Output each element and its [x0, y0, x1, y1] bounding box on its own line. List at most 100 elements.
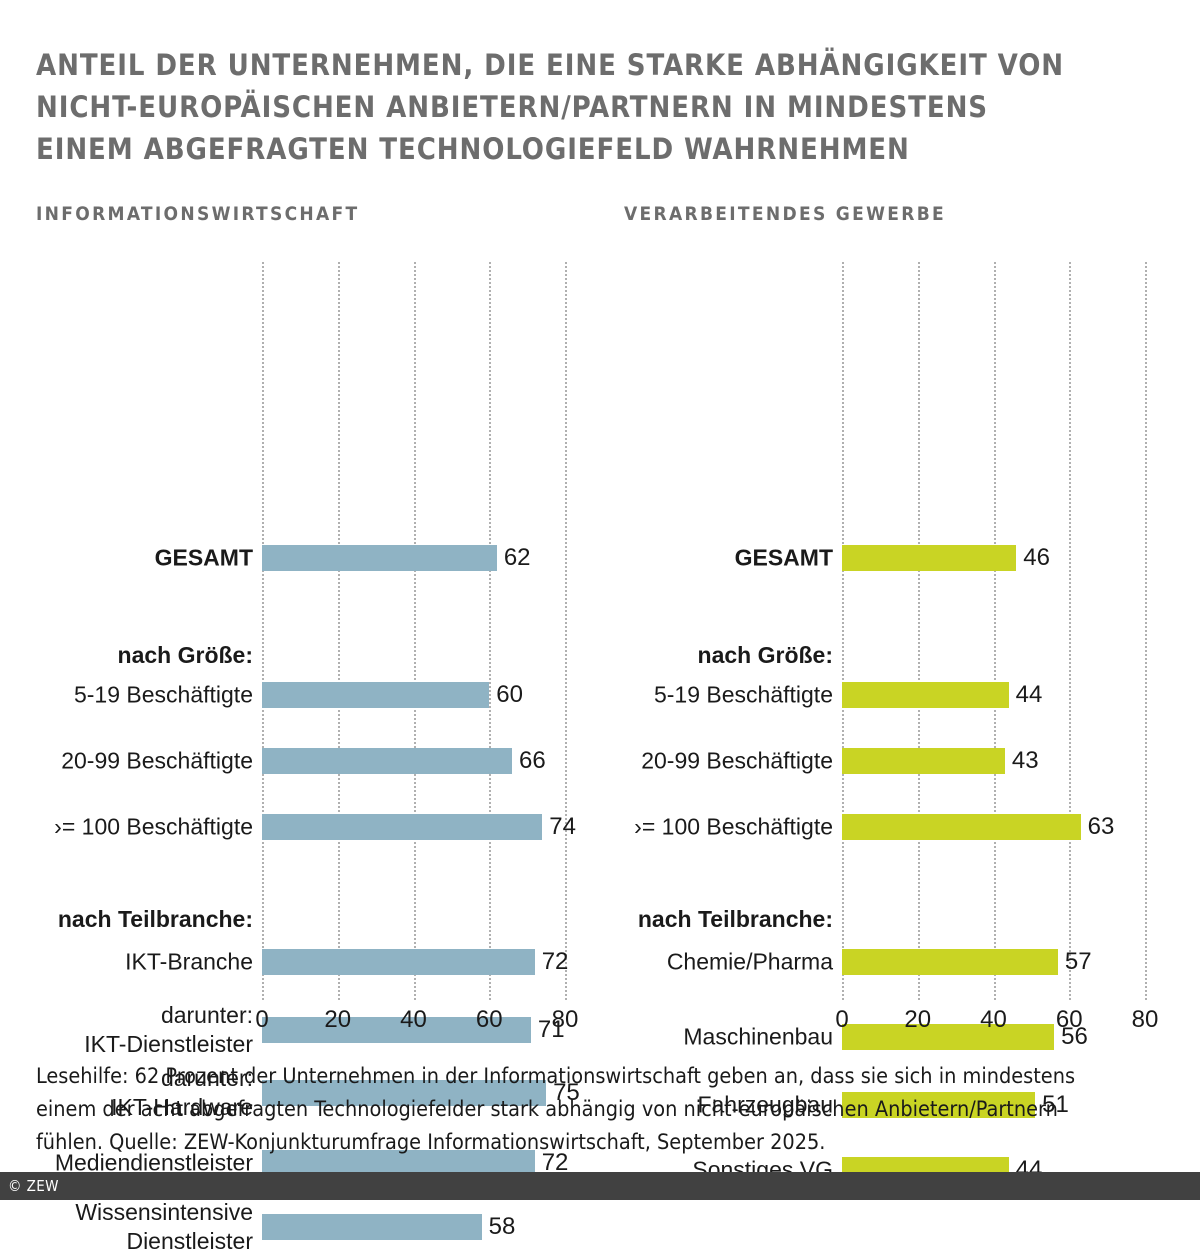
- row-label-right-0: GESAMT: [734, 544, 833, 571]
- gridline-left-40: [413, 262, 416, 1000]
- bar-value-left-9: 72: [541, 1149, 569, 1176]
- bar-value-left-4: 74: [549, 813, 576, 840]
- plot-area-right: GESAMT 46 nach Größe: 5-19 Beschäftigte 44 20…: [634, 262, 1158, 1183]
- axis-tick-right-0: 0: [835, 1006, 849, 1033]
- bar-left-4[interactable]: [262, 814, 543, 840]
- bar-left-7[interactable]: [262, 1017, 531, 1043]
- axis-tick-left-40: 40: [400, 1006, 427, 1033]
- gridline-left-20: [337, 262, 340, 1000]
- chart-row: IKT-Branche 72: [125, 948, 568, 975]
- row-label-left-0: GESAMT: [154, 544, 253, 571]
- group-heading-left-5: nach Teilbranche:: [57, 906, 253, 932]
- chart-row: darunter: IKT-Hardware 75: [111, 1065, 580, 1120]
- title-line-1: ANTEIL DER UNTERNEHMEN, DIE EINE STARKE …: [36, 48, 1065, 82]
- gridline-right-20: [917, 262, 920, 1000]
- group-heading-left-1: nach Größe:: [117, 642, 253, 668]
- bar-right-2[interactable]: [842, 682, 1009, 708]
- group-heading-right-1: nach Größe:: [697, 642, 833, 668]
- footnote: Lesehilfe: 62 Prozent der Unternehmen in…: [36, 1060, 1166, 1159]
- row-label-left-8: darunter: IKT-Hardware: [111, 1065, 253, 1120]
- chart-row: 20-99 Beschäftigte 43: [641, 747, 1145, 774]
- bar-left-10[interactable]: [262, 1214, 482, 1240]
- bar-right-4[interactable]: [842, 814, 1081, 840]
- gridline-left-80: [565, 262, 567, 1000]
- row-label-right-7: Maschinenbau: [683, 1023, 833, 1050]
- chart-row: 5-19 Beschäftigte 44: [654, 681, 1145, 708]
- bar-right-7[interactable]: [842, 1024, 1055, 1050]
- bar-value-right-4: 63: [1087, 813, 1115, 840]
- axis-tick-left-80: 80: [551, 1006, 579, 1033]
- chart-panel-informationswirtschaft: GESAMT 62 nach Größe: 5-19 Beschäftigte 60 20…: [20, 262, 590, 1254]
- row-label-left-3: 20-99 Beschäftigte: [61, 747, 253, 774]
- chart-row: Wissensintensive Dienstleister 58: [75, 1199, 565, 1254]
- bar-value-right-0: 46: [1023, 544, 1050, 571]
- row-label-right-2: 5-19 Beschäftigte: [653, 681, 833, 708]
- bar-value-left-0: 62: [503, 544, 531, 571]
- bar-left-0[interactable]: [262, 545, 497, 571]
- chart-row: ›= 100 Beschäftigte 74: [54, 813, 576, 840]
- bar-value-left-3: 66: [518, 747, 546, 774]
- row-label-left-6: IKT-Branche: [125, 948, 253, 975]
- gridline-left-0: [262, 262, 264, 1000]
- footnote-line-2: einem der acht abgefragten Technologiefe…: [36, 1097, 1058, 1122]
- chart-row: ›= 100 Beschäftigte 63: [634, 813, 1145, 840]
- chart-row: 5-19 Beschäftigte 60: [74, 681, 565, 708]
- bar-value-left-2: 60: [496, 681, 523, 708]
- bar-left-8[interactable]: [262, 1080, 547, 1106]
- axis-tick-left-0: 0: [255, 1006, 269, 1033]
- footnote-line-1: Lesehilfe: 62 Prozent der Unternehmen in…: [36, 1064, 1076, 1089]
- footnote-line-3: fühlen. Quelle: ZEW-Konjunkturumfrage In…: [36, 1130, 826, 1155]
- bar-right-3[interactable]: [842, 748, 1005, 774]
- panel-header-verarbeitendes-gewerbe: VERARBEITENDES GEWERBE: [624, 203, 947, 225]
- gridline-right-80: [1145, 262, 1147, 1000]
- bar-value-left-10: 58: [488, 1213, 516, 1240]
- chart-row: Maschinenbau 56: [683, 1023, 1145, 1050]
- bar-value-left-6: 72: [541, 948, 569, 975]
- bar-value-right-8: 51: [1042, 1091, 1069, 1118]
- panel-header-informationswirtschaft: INFORMATIONSWIRTSCHAFT: [36, 203, 360, 225]
- axis-tick-left-60: 60: [475, 1006, 503, 1033]
- bar-value-right-6: 57: [1064, 948, 1092, 975]
- gridline-right-0: [842, 262, 844, 1000]
- copyright-label: © ZEW: [8, 1177, 59, 1195]
- row-label-left-7: darunter: IKT-Dienstleister: [84, 1002, 253, 1057]
- axis-tick-left-20: 20: [324, 1006, 352, 1033]
- bar-right-6[interactable]: [842, 949, 1058, 975]
- bar-value-right-2: 44: [1015, 681, 1043, 708]
- chart-row: Fahrzeugbau 51: [697, 1091, 1145, 1118]
- chart-row: Mediendienstleister 72: [55, 1149, 568, 1176]
- title-line-2: NICHT-EUROPÄISCHEN ANBIETERN/PARTNERN IN…: [36, 90, 988, 124]
- bar-left-3[interactable]: [262, 748, 512, 774]
- bar-value-left-7: 71: [537, 1016, 565, 1043]
- gridline-right-40: [993, 262, 996, 1000]
- title-line-3: EINEM ABGEFRAGTEN TECHNOLOGIEFELD WAHRNE…: [36, 132, 910, 166]
- row-label-right-4: ›= 100 Beschäftigte: [634, 813, 833, 840]
- axis-tick-right-80: 80: [1131, 1006, 1159, 1033]
- bar-value-right-3: 43: [1011, 747, 1039, 774]
- bar-left-2[interactable]: [262, 682, 490, 708]
- row-label-right-3: 20-99 Beschäftigte: [641, 747, 833, 774]
- row-label-left-9: Mediendienstleister: [54, 1149, 253, 1176]
- chart-row: GESAMT 62: [155, 544, 565, 571]
- axis-tick-right-60: 60: [1055, 1006, 1083, 1033]
- axis-tick-right-20: 20: [904, 1006, 932, 1033]
- bar-value-left-8: 75: [553, 1079, 580, 1106]
- plot-area-left: GESAMT 62 nach Größe: 5-19 Beschäftigte 60 20…: [54, 262, 580, 1254]
- bar-left-6[interactable]: [262, 949, 535, 975]
- chart-row: darunter: IKT-Dienstleister 71: [84, 1002, 565, 1057]
- page-title: ANTEIL DER UNTERNEHMEN, DIE EINE STARKE …: [36, 44, 1166, 170]
- gridline-right-60: [1069, 262, 1072, 1000]
- row-label-right-8: Fahrzeugbau: [697, 1091, 833, 1118]
- footer-bar: © ZEW: [0, 1172, 1200, 1200]
- gridline-left-60: [489, 262, 492, 1000]
- chart-row: Chemie/Pharma 57: [667, 948, 1145, 975]
- bar-value-right-7: 56: [1061, 1023, 1088, 1050]
- group-heading-right-5: nach Teilbranche:: [637, 906, 833, 932]
- chart-row: GESAMT 46: [735, 544, 1145, 571]
- row-label-left-10: Wissensintensive Dienstleister: [75, 1199, 253, 1254]
- bar-left-9[interactable]: [262, 1150, 535, 1176]
- row-label-left-4: ›= 100 Beschäftigte: [54, 813, 253, 840]
- bar-right-8[interactable]: [842, 1092, 1036, 1118]
- bar-right-0[interactable]: [842, 545, 1017, 571]
- chart-panel-verarbeitendes-gewerbe: GESAMT 46 nach Größe: 5-19 Beschäftigte 44 20…: [600, 262, 1170, 1183]
